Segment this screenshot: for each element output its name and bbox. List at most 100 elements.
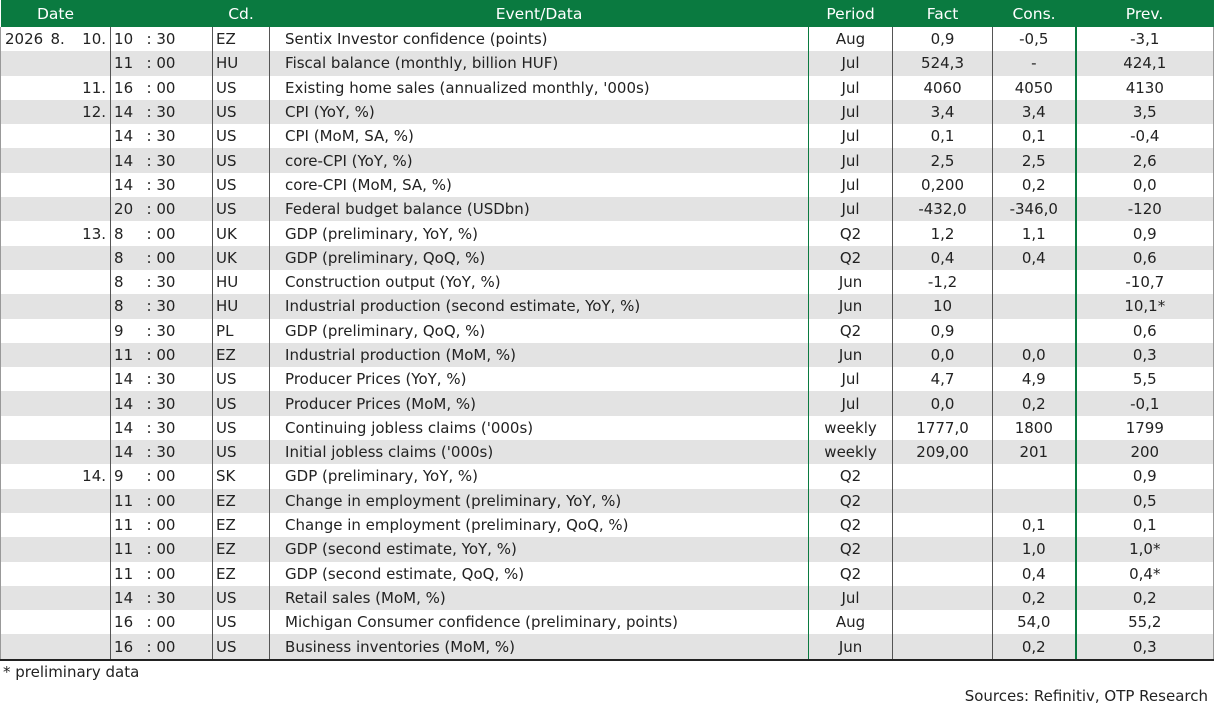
cell-period: Jul bbox=[808, 197, 893, 222]
cell-previous: 0,2 bbox=[1074, 585, 1214, 611]
cell-consensus bbox=[992, 488, 1076, 513]
cell-consensus: 1,1 bbox=[992, 221, 1076, 246]
cell-fact bbox=[892, 634, 993, 661]
cell-consensus: 4050 bbox=[992, 75, 1076, 100]
cell-country-code: US bbox=[212, 415, 270, 441]
table-row: 11: 00 EZ GDP (second estimate, YoY, %) Q2 1… bbox=[0, 537, 1214, 562]
cell-minute: : 00 bbox=[144, 51, 213, 76]
cell-year bbox=[0, 124, 49, 149]
cell-minute: : 00 bbox=[144, 537, 213, 562]
cell-country-code: US bbox=[212, 197, 270, 222]
cell-fact: 0,9 bbox=[892, 318, 993, 343]
cell-fact: 4,7 bbox=[892, 367, 993, 392]
cell-year bbox=[0, 245, 49, 270]
header-event: Event/Data bbox=[269, 0, 809, 27]
cell-hour: 11 bbox=[110, 537, 145, 562]
cell-month bbox=[48, 197, 79, 222]
cell-year bbox=[0, 585, 49, 611]
cell-country-code: US bbox=[212, 172, 270, 198]
cell-hour: 14 bbox=[110, 367, 145, 392]
cell-fact: 0,1 bbox=[892, 124, 993, 149]
cell-month bbox=[48, 391, 79, 416]
cell-fact bbox=[892, 585, 993, 611]
cell-hour: 14 bbox=[110, 415, 145, 441]
cell-month bbox=[48, 561, 79, 586]
cell-month bbox=[48, 221, 79, 246]
cell-year bbox=[0, 537, 49, 562]
cell-minute: : 30 bbox=[144, 367, 213, 392]
cell-hour: 14 bbox=[110, 440, 145, 465]
table-row: 14: 30 US Initial jobless claims ('000s) we… bbox=[0, 440, 1214, 465]
header-cd: Cd. bbox=[212, 0, 270, 27]
cell-consensus: - bbox=[992, 51, 1076, 76]
cell-hour: 9 bbox=[110, 464, 145, 489]
cell-month bbox=[48, 51, 79, 76]
cell-fact: 10 bbox=[892, 294, 993, 319]
cell-day: 14. bbox=[78, 464, 112, 489]
cell-month bbox=[48, 124, 79, 149]
cell-hour: 8 bbox=[110, 245, 145, 270]
table-row: 14: 30 US Producer Prices (YoY, %) Jul 4,7 4,… bbox=[0, 367, 1214, 392]
cell-event: Federal budget balance (USDbn) bbox=[269, 197, 809, 222]
cell-fact bbox=[892, 537, 993, 562]
cell-fact bbox=[892, 610, 993, 635]
cell-previous: -0,1 bbox=[1074, 391, 1214, 416]
cell-country-code: US bbox=[212, 148, 270, 173]
cell-event: CPI (YoY, %) bbox=[269, 99, 809, 125]
cell-hour: 14 bbox=[110, 124, 145, 149]
cell-previous: -120 bbox=[1074, 197, 1214, 222]
cell-period: Q2 bbox=[808, 318, 893, 343]
cell-fact bbox=[892, 464, 993, 489]
cell-period: Aug bbox=[808, 610, 893, 635]
cell-hour: 16 bbox=[110, 75, 145, 100]
cell-hour: 11 bbox=[110, 561, 145, 586]
cell-country-code: EZ bbox=[212, 342, 270, 368]
table-row: 2026 8. 10. 10: 30 EZ Sentix Investor confide… bbox=[0, 27, 1214, 52]
cell-previous: 0,6 bbox=[1074, 318, 1214, 343]
cell-event: Retail sales (MoM, %) bbox=[269, 585, 809, 611]
cell-day bbox=[78, 51, 112, 76]
cell-hour: 9 bbox=[110, 318, 145, 343]
cell-hour: 16 bbox=[110, 610, 145, 635]
cell-month bbox=[48, 488, 79, 513]
cell-previous: 0,9 bbox=[1074, 464, 1214, 489]
cell-month bbox=[48, 75, 79, 100]
cell-country-code: EZ bbox=[212, 561, 270, 586]
cell-day bbox=[78, 172, 112, 198]
table-row: 11: 00 EZ Change in employment (preliminar… bbox=[0, 488, 1214, 513]
cell-month bbox=[48, 367, 79, 392]
cell-fact: 3,4 bbox=[892, 99, 993, 125]
cell-hour: 14 bbox=[110, 172, 145, 198]
cell-hour: 14 bbox=[110, 99, 145, 125]
cell-previous: 0,5 bbox=[1074, 488, 1214, 513]
cell-country-code: US bbox=[212, 585, 270, 611]
cell-country-code: US bbox=[212, 391, 270, 416]
cell-minute: : 00 bbox=[144, 245, 213, 270]
cell-month bbox=[48, 269, 79, 295]
cell-hour: 11 bbox=[110, 488, 145, 513]
cell-previous: 0,9 bbox=[1074, 221, 1214, 246]
cell-consensus bbox=[992, 269, 1076, 295]
cell-hour: 14 bbox=[110, 585, 145, 611]
cell-previous: 55,2 bbox=[1074, 610, 1214, 635]
cell-month bbox=[48, 342, 79, 368]
cell-year bbox=[0, 488, 49, 513]
cell-fact: 1,2 bbox=[892, 221, 993, 246]
cell-country-code: US bbox=[212, 99, 270, 125]
cell-period: Jul bbox=[808, 172, 893, 198]
cell-fact: 2,5 bbox=[892, 148, 993, 173]
table-row: 14: 30 US Retail sales (MoM, %) Jul 0,2 0,2 bbox=[0, 585, 1214, 611]
cell-period: Q2 bbox=[808, 245, 893, 270]
cell-country-code: US bbox=[212, 610, 270, 635]
cell-minute: : 30 bbox=[144, 99, 213, 125]
cell-country-code: PL bbox=[212, 318, 270, 343]
cell-fact bbox=[892, 512, 993, 538]
cell-day bbox=[78, 124, 112, 149]
cell-period: Jun bbox=[808, 294, 893, 319]
cell-consensus: 201 bbox=[992, 440, 1076, 465]
table-row: 11: 00 HU Fiscal balance (monthly, billion… bbox=[0, 51, 1214, 76]
table-row: 13. 8: 00 UK GDP (preliminary, YoY, %) Q2 1,2… bbox=[0, 221, 1214, 246]
cell-minute: : 30 bbox=[144, 269, 213, 295]
table-row: 11: 00 EZ GDP (second estimate, QoQ, %) Q2 0… bbox=[0, 561, 1214, 586]
cell-consensus: 4,9 bbox=[992, 367, 1076, 392]
